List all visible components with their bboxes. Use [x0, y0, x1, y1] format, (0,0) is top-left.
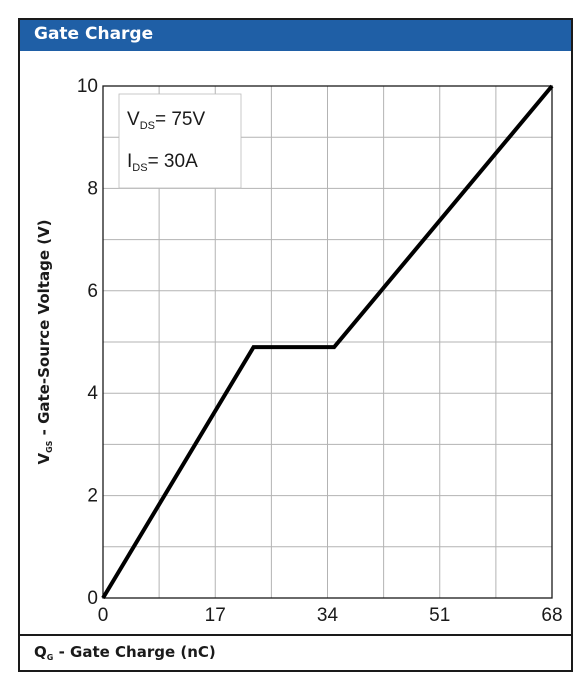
- annotation-ids-value: = 30A: [148, 151, 199, 172]
- y-axis-label-text: - Gate-Source Voltage (V): [35, 219, 53, 440]
- plot-area: [102, 85, 553, 599]
- annotation-vds: VDS= 75V: [127, 109, 205, 132]
- x-axis-label-text: - Gate Charge (nC): [53, 643, 216, 661]
- x-tick-label: 0: [98, 605, 109, 626]
- y-axis-label-symbol: V: [35, 453, 53, 465]
- y-tick-label: 2: [87, 486, 98, 507]
- annotation-background: [118, 93, 242, 189]
- x-tick-label: 51: [429, 605, 450, 626]
- annotation-vds-value: = 75V: [155, 109, 206, 130]
- x-tick-label: 34: [317, 605, 339, 626]
- conditions-annotation: VDS= 75V IDS= 30A: [118, 93, 242, 189]
- y-tick-label: 10: [77, 76, 98, 97]
- y-tick-label: 8: [87, 178, 98, 199]
- x-tick-label: 17: [205, 605, 226, 626]
- x-axis-label-symbol: Q: [34, 643, 47, 661]
- annotation-ids-symbol: I: [127, 151, 132, 172]
- title-bar: Gate Charge: [20, 20, 571, 51]
- y-tick-label: 0: [87, 588, 98, 609]
- y-axis-label-subscript: GS: [45, 440, 54, 453]
- x-axis-label: QG - Gate Charge (nC): [34, 643, 216, 662]
- chart-panel: Gate Charge 0 17 34 51 68 0 2 4 6 8 10 VDS= 75V ID…: [18, 18, 573, 672]
- y-axis-label: VGS - Gate-Source Voltage (V): [35, 219, 54, 464]
- annotation-ids: IDS= 30A: [127, 151, 198, 174]
- annotation-vds-subscript: DS: [140, 120, 155, 132]
- series-line: [101, 84, 554, 600]
- annotation-vds-symbol: V: [127, 109, 140, 130]
- x-axis-label-subscript: G: [46, 653, 54, 662]
- chart-title: Gate Charge: [34, 24, 154, 44]
- x-tick-label: 68: [541, 605, 562, 626]
- series: [101, 84, 554, 600]
- annotation-ids-subscript: DS: [132, 162, 147, 174]
- y-tick-label: 4: [87, 383, 98, 404]
- footer-divider: [20, 634, 571, 636]
- y-tick-label: 6: [87, 281, 98, 302]
